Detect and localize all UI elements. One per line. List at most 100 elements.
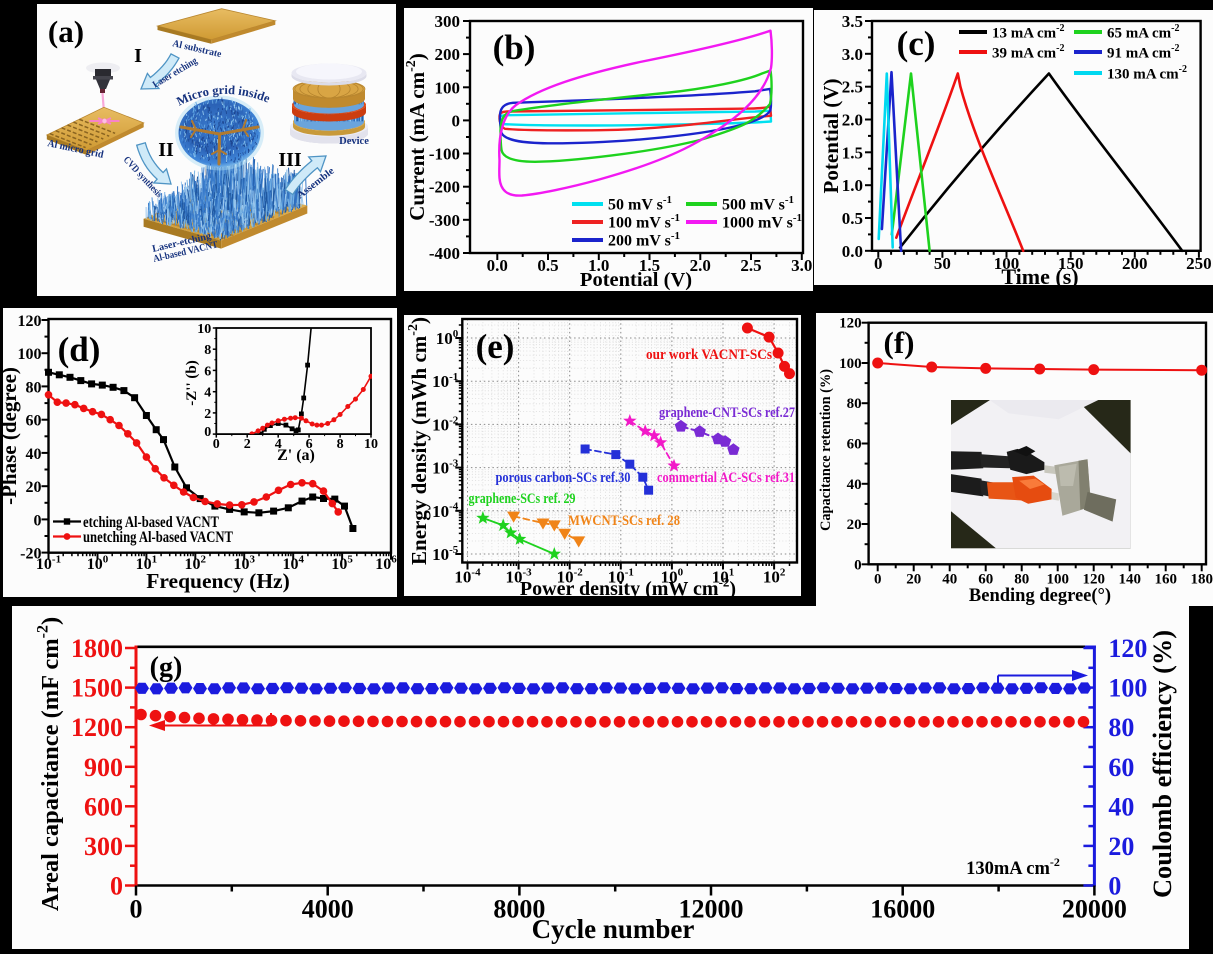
svg-text:180: 180 — [1190, 571, 1213, 587]
svg-text:graphene-SCs ref. 29: graphene-SCs ref. 29 — [469, 491, 576, 507]
svg-text:100: 100 — [1108, 674, 1147, 703]
svg-text:1200: 1200 — [71, 713, 123, 742]
svg-text:65 mA cm-2: 65 mA cm-2 — [1107, 23, 1180, 41]
svg-text:0: 0 — [874, 254, 883, 273]
svg-text:0: 0 — [110, 872, 123, 901]
svg-text:0.0: 0.0 — [842, 242, 863, 261]
svg-text:80: 80 — [26, 379, 42, 396]
svg-text:-Z'' (b): -Z'' (b) — [184, 360, 200, 405]
svg-text:600: 600 — [84, 792, 123, 821]
svg-text:120: 120 — [1108, 634, 1147, 663]
svg-text:-20: -20 — [20, 546, 41, 563]
svg-text:100: 100 — [1046, 571, 1069, 587]
svg-text:0: 0 — [452, 111, 461, 130]
svg-text:40: 40 — [1108, 792, 1134, 821]
svg-text:2: 2 — [244, 437, 251, 452]
svg-text:300: 300 — [84, 832, 123, 861]
svg-text:0: 0 — [204, 425, 211, 440]
svg-text:2: 2 — [204, 407, 211, 422]
svg-text:III: III — [278, 149, 302, 171]
svg-text:8: 8 — [204, 343, 211, 358]
svg-text:0: 0 — [34, 512, 42, 529]
svg-text:20: 20 — [906, 571, 921, 587]
svg-text:Capacitance retention (%): Capacitance retention (%) — [818, 369, 834, 531]
svg-text:Cycle number: Cycle number — [532, 914, 695, 944]
svg-text:500 mV s-1: 500 mV s-1 — [722, 194, 794, 214]
svg-text:80: 80 — [1014, 571, 1029, 587]
svg-text:2.0: 2.0 — [690, 256, 711, 275]
svg-text:120: 120 — [1082, 571, 1105, 587]
svg-text:3.0: 3.0 — [791, 256, 812, 275]
svg-text:250: 250 — [1186, 254, 1212, 273]
svg-text:Time (s): Time (s) — [1001, 264, 1078, 289]
svg-text:Bending degree(°): Bending degree(°) — [969, 586, 1111, 606]
svg-text:Potential (V): Potential (V) — [819, 79, 843, 194]
svg-text:200 mV s-1: 200 mV s-1 — [608, 230, 680, 250]
svg-text:(e): (e) — [476, 327, 515, 366]
svg-text:60: 60 — [1108, 753, 1134, 782]
svg-text:MWCNT-SCs ref. 28: MWCNT-SCs ref. 28 — [568, 513, 680, 529]
svg-text:0: 0 — [854, 557, 862, 573]
svg-text:Current (mA cm-2): Current (mA cm-2) — [404, 53, 429, 221]
svg-text:50: 50 — [934, 254, 951, 273]
svg-text:39 mA cm-2: 39 mA cm-2 — [992, 43, 1065, 61]
svg-text:porous carbon-SCs ref.30: porous carbon-SCs ref.30 — [496, 470, 631, 486]
svg-text:20: 20 — [1108, 832, 1134, 861]
svg-text:3.0: 3.0 — [842, 45, 863, 64]
svg-text:50 mV s-1: 50 mV s-1 — [608, 194, 672, 214]
svg-text:120: 120 — [839, 316, 862, 332]
svg-text:Frequency (Hz): Frequency (Hz) — [146, 569, 290, 593]
svg-text:40: 40 — [847, 477, 862, 493]
svg-text:60: 60 — [26, 413, 42, 430]
svg-text:160: 160 — [1154, 571, 1177, 587]
svg-text:0: 0 — [213, 437, 220, 452]
svg-text:20: 20 — [26, 479, 42, 496]
svg-text:4: 4 — [204, 386, 211, 401]
svg-text:commertial AC-SCs ref.31: commertial AC-SCs ref.31 — [657, 470, 795, 486]
svg-text:2.5: 2.5 — [740, 256, 761, 275]
svg-text:130mA cm-2: 130mA cm-2 — [966, 855, 1060, 879]
svg-text:(b): (b) — [493, 28, 536, 67]
svg-text:1.5: 1.5 — [842, 143, 863, 162]
svg-text:80: 80 — [847, 396, 862, 412]
svg-text:1800: 1800 — [71, 634, 123, 663]
svg-text:100: 100 — [435, 78, 461, 97]
svg-text:-Phase (degree): -Phase (degree) — [0, 367, 21, 505]
svg-text:Power density (mW cm-2): Power density (mW cm-2) — [520, 575, 736, 600]
svg-text:our work VACNT-SCs: our work VACNT-SCs — [646, 347, 772, 363]
svg-text:10: 10 — [364, 437, 378, 452]
svg-text:100: 100 — [839, 356, 862, 372]
svg-text:-400: -400 — [429, 244, 460, 263]
svg-text:-300: -300 — [429, 211, 460, 230]
svg-text:(c): (c) — [897, 24, 936, 63]
svg-text:2.0: 2.0 — [842, 111, 863, 130]
svg-text:(f): (f) — [884, 325, 915, 360]
svg-text:0.5: 0.5 — [842, 209, 863, 228]
svg-text:900: 900 — [84, 753, 123, 782]
svg-text:-100: -100 — [429, 145, 460, 164]
svg-text:0.0: 0.0 — [487, 256, 508, 275]
svg-text:140: 140 — [1118, 571, 1141, 587]
svg-text:0: 0 — [874, 571, 882, 587]
svg-text:Potential (V): Potential (V) — [580, 269, 692, 291]
svg-text:0: 0 — [130, 895, 143, 924]
svg-text:Device: Device — [339, 136, 369, 147]
svg-text:100: 100 — [18, 346, 42, 363]
svg-text:8: 8 — [337, 437, 344, 452]
svg-text:1500: 1500 — [71, 674, 123, 703]
svg-text:Areal capacitance (mF cm-2): Areal capacitance (mF cm-2) — [35, 617, 64, 911]
svg-text:1000 mV s-1: 1000 mV s-1 — [722, 212, 802, 232]
svg-text:91 mA cm-2: 91 mA cm-2 — [1107, 43, 1180, 61]
svg-text:40: 40 — [942, 571, 957, 587]
svg-text:-200: -200 — [429, 178, 460, 197]
svg-text:120: 120 — [18, 313, 42, 330]
svg-text:6: 6 — [204, 364, 211, 379]
svg-text:0.5: 0.5 — [537, 256, 558, 275]
svg-text:graphene-CNT-SCs ref.27: graphene-CNT-SCs ref.27 — [659, 405, 795, 421]
svg-text:(g): (g) — [150, 652, 183, 683]
svg-text:130 mA cm-2: 130 mA cm-2 — [1107, 64, 1187, 82]
svg-text:Coulomb efficiency (%): Coulomb efficiency (%) — [1148, 630, 1177, 898]
svg-text:60: 60 — [847, 437, 862, 453]
svg-text:13 mA cm-2: 13 mA cm-2 — [992, 23, 1065, 41]
svg-text:10: 10 — [197, 322, 211, 337]
